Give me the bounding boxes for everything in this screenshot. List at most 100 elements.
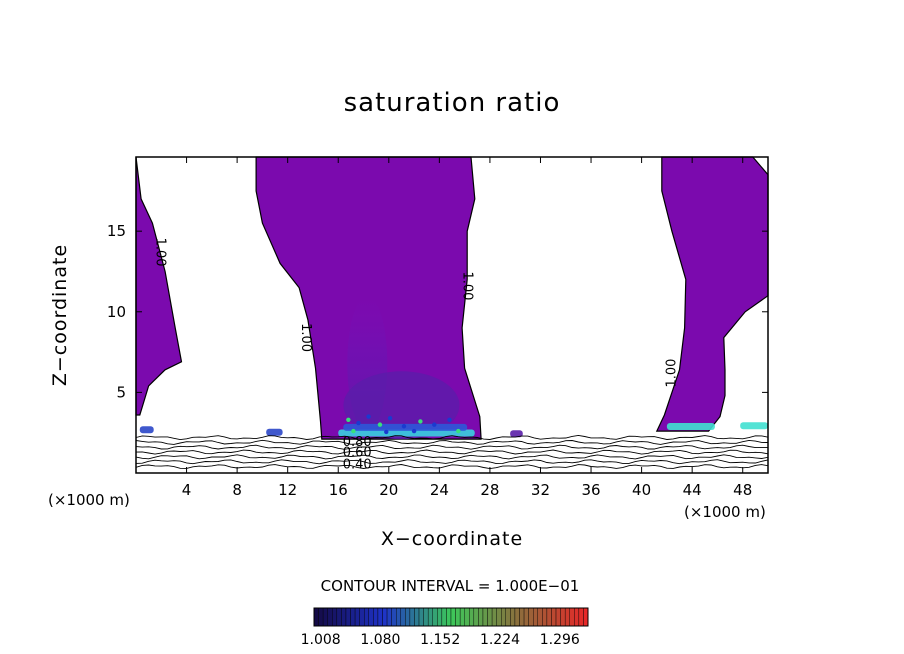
colorbar-cell-15: [382, 607, 388, 627]
contour-label-0: 1.00: [153, 238, 168, 267]
contour-label-4: 0.80: [343, 435, 372, 450]
y-ticks: 5 10 15: [107, 222, 768, 401]
colorbar-cell-47: [528, 607, 534, 627]
colorbar-cell-41: [501, 607, 507, 627]
moist-band-4: [266, 428, 283, 436]
colorbar-tick-label-0: 1.008: [301, 632, 341, 648]
colorbar-cell-45: [519, 607, 525, 627]
colorbar-cell-35: [473, 607, 479, 627]
colorbar-cell-57: [574, 607, 580, 627]
colorbar-cell-55: [564, 607, 570, 627]
low-level-contours: [135, 434, 769, 470]
colorbar-tick-label-1: 1.080: [360, 632, 400, 648]
colorbar-cell-33: [464, 607, 470, 627]
x-tick-label-6: 28: [480, 481, 499, 499]
moist-band-5: [139, 426, 154, 434]
colorbar-cell-54: [560, 607, 566, 627]
colorbar-cell-49: [537, 607, 543, 627]
colorbar-cell-21: [409, 607, 415, 627]
contour-label-5: 0.60: [343, 445, 372, 460]
speck-11: [411, 428, 417, 434]
colorbar-cell-29: [446, 607, 452, 627]
colorbar-cell-0: [313, 607, 319, 627]
core-base: [343, 371, 460, 440]
colorbar-cell-24: [423, 607, 429, 627]
core-shading: [139, 295, 768, 440]
x-tick-label-9: 40: [632, 481, 651, 499]
colorbar-cell-3: [327, 607, 333, 627]
contour-line-6: [135, 464, 769, 470]
colorbar-cell-1: [318, 607, 324, 627]
colorbar-tick-label-2: 1.152: [420, 632, 460, 648]
colorbar-cell-8: [350, 607, 356, 627]
colorbar-cell-9: [354, 607, 360, 627]
colorbar-cell-50: [542, 607, 548, 627]
x-tick-label-10: 44: [683, 481, 702, 499]
speck-10: [384, 429, 389, 435]
contour-line-0: [135, 434, 769, 441]
contour-label-1: 1.00: [298, 323, 313, 352]
x-tick-label-3: 16: [329, 481, 348, 499]
colorbar-cell-17: [391, 607, 397, 627]
x-tick-label-7: 32: [531, 481, 550, 499]
saturated-region-left: [135, 156, 183, 416]
colorbar-cell-26: [432, 607, 438, 627]
contour-line-5: [135, 459, 769, 465]
colorbar-cell-23: [418, 607, 424, 627]
contour-line-1: [135, 439, 769, 445]
y-tick-label-2: 15: [107, 222, 126, 240]
colorbar-cell-40: [496, 607, 502, 627]
colorbar-cell-36: [478, 607, 484, 627]
contour-label-6: 0.40: [343, 457, 372, 472]
colorbar-cell-42: [505, 607, 511, 627]
colorbar-cell-14: [377, 607, 383, 627]
colorbar-cell-34: [469, 607, 475, 627]
x-tick-label-2: 12: [278, 481, 297, 499]
moist-band-0: [338, 429, 475, 437]
colorbar-cell-28: [441, 607, 447, 627]
colorbar-cell-53: [555, 607, 561, 627]
colorbar-tick-label-4: 1.296: [540, 632, 580, 648]
colorbar-tick-label-3: 1.224: [480, 632, 520, 648]
speck-6: [418, 419, 423, 424]
x-tick-label-1: 8: [232, 481, 242, 499]
colorbar-cell-32: [459, 607, 465, 627]
colorbar-cell-11: [364, 607, 370, 627]
x-axis-label: X−coordinate: [380, 528, 524, 550]
speck-3: [377, 422, 383, 427]
x-tick-label-4: 20: [379, 481, 398, 499]
colorbar-cell-16: [386, 607, 392, 627]
x-ticks: 4 8 12 16 20 24 28 32 36 40 44 48: [182, 157, 752, 499]
colorbar-cell-59: [583, 607, 589, 627]
speck-0: [346, 417, 351, 422]
x-axis-unit: (×1000 m): [684, 503, 766, 521]
colorbar-cell-27: [437, 607, 443, 627]
colorbar-cell-44: [514, 607, 520, 627]
moist-band-3: [740, 422, 768, 430]
colorbar-cell-51: [546, 607, 552, 627]
contour-label-2: 1.00: [460, 272, 475, 301]
contour-line-4: [135, 454, 769, 460]
colorbar-frame: [313, 607, 589, 627]
colorbar-cell-30: [450, 607, 456, 627]
colorbar-cell-43: [510, 607, 516, 627]
colorbar-cell-48: [533, 607, 538, 627]
speck-7: [432, 422, 437, 427]
contour-label-3: 1.00: [664, 359, 679, 388]
colorbar-cell-22: [414, 607, 420, 627]
speck-4: [387, 415, 393, 421]
colorbar-cell-56: [569, 607, 575, 627]
colorbar-cell-46: [523, 607, 529, 627]
colorbar-cell-58: [578, 607, 584, 627]
colorbar-cell-31: [455, 607, 461, 627]
moist-band-2: [666, 423, 715, 431]
colorbar-cell-12: [368, 607, 374, 627]
chart-title: saturation ratio: [343, 88, 561, 118]
x-tick-label-0: 4: [182, 481, 192, 499]
colorbar-cell-2: [322, 607, 328, 627]
plot-frame: [135, 156, 769, 474]
contour-interval-label: CONTOUR INTERVAL = 1.000E−01: [320, 577, 580, 595]
colorbar-cell-20: [405, 607, 411, 627]
moist-band-6: [510, 430, 523, 438]
